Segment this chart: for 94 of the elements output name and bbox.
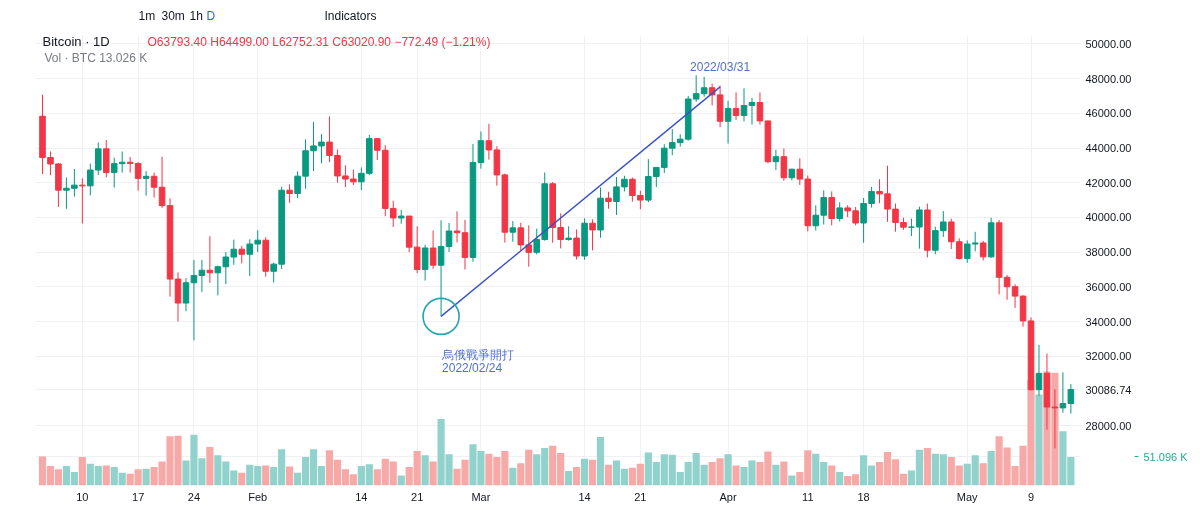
x-tick-label: 17 (132, 490, 145, 503)
y-tick-label: 40000.00 (1085, 211, 1132, 224)
candlestick (748, 97, 756, 126)
x-tick-label: 18 (857, 490, 870, 503)
candlestick (828, 190, 835, 226)
candlestick (724, 100, 732, 144)
candlestick (979, 240, 987, 261)
annotation: Vol · BTC 13.026 K (44, 50, 148, 65)
candlestick (852, 206, 859, 226)
candlestick (421, 244, 429, 282)
candlestick (174, 271, 182, 322)
candlestick (509, 220, 517, 243)
bar (286, 466, 294, 486)
candlestick (589, 218, 596, 251)
candlestick (573, 228, 580, 260)
candlestick (142, 170, 150, 197)
bar (238, 472, 246, 486)
y2-tick-label: 51.096 K (1143, 450, 1189, 463)
y-tick-label: 46000.00 (1085, 107, 1132, 120)
candlestick (206, 235, 214, 284)
y-tick-label: 44000.00 (1085, 142, 1132, 154)
bar (102, 465, 110, 486)
candlestick (732, 91, 740, 121)
bar (604, 464, 613, 486)
x-tick-label: Apr (719, 490, 737, 503)
y-tick-label: 48000.00 (1085, 72, 1132, 85)
candlestick (286, 183, 293, 204)
bar (78, 457, 86, 486)
bar (509, 467, 517, 486)
x-tick-label: 24 (187, 490, 201, 503)
x-tick-label: 11 (802, 490, 814, 503)
text: 30m (161, 9, 185, 23)
x-tick-label: May (956, 490, 979, 503)
bar (979, 463, 987, 486)
bar (262, 465, 270, 486)
y-tick-label: 30086.74 (1085, 383, 1132, 396)
bar (580, 458, 589, 486)
candlestick (374, 137, 381, 161)
candlestick (158, 156, 166, 209)
bar (142, 468, 150, 486)
bar (724, 454, 732, 486)
candlestick (836, 201, 843, 222)
candlestick (812, 204, 820, 231)
bar (429, 461, 437, 486)
candlestick (740, 87, 748, 122)
y-tick-label: 34000.00 (1085, 315, 1132, 328)
y-tick-label: 50000.00 (1085, 37, 1132, 50)
candlestick (820, 189, 828, 226)
x-tick-label: Feb (248, 490, 268, 503)
x-tick-label: 14 (578, 490, 591, 503)
candlestick (780, 148, 788, 182)
y-tick-label: 32000.00 (1085, 350, 1132, 363)
x-tick-label: 14 (355, 490, 368, 503)
text: 1m (138, 9, 156, 23)
bar (788, 475, 796, 486)
candlestick (198, 259, 206, 293)
annotation: 2022/03/31 (690, 59, 751, 74)
bar (828, 465, 836, 486)
bar (397, 475, 405, 486)
candlestick (150, 172, 158, 199)
y-tick-label: 36000.00 (1085, 280, 1132, 293)
bar (780, 461, 788, 486)
y-tick-label: 28000.00 (1085, 419, 1132, 432)
bar (1035, 394, 1043, 486)
chart-title: Bitcoin · 1D (42, 34, 110, 49)
bar (923, 448, 931, 486)
x-tick-label: 21 (634, 490, 647, 503)
y-tick-label: 42000.00 (1085, 176, 1132, 189)
candlestick (772, 149, 780, 171)
bar (836, 472, 844, 486)
candlestick (453, 210, 461, 243)
x-tick-label: 21 (411, 490, 424, 503)
text: Indicators (324, 9, 377, 23)
chart-subtitle: O63793.40 H64499.00 L62752.31 C63020.90 −772.49 (−1.21%) (147, 34, 491, 49)
candlestick (182, 277, 190, 312)
candlestick (429, 229, 437, 270)
bar (421, 455, 429, 486)
bar (565, 470, 573, 486)
x-tick-label: Mar (471, 490, 491, 503)
bar (588, 459, 597, 486)
x-tick-label: 10 (76, 490, 89, 503)
annotation: 烏俄戰爭開打 2022/02/24 (441, 348, 515, 376)
candlestick (700, 76, 708, 98)
candlestick (102, 139, 110, 178)
bar (206, 446, 214, 486)
text: 1h (189, 9, 203, 23)
bar (596, 436, 605, 486)
bar (987, 450, 995, 486)
bar (573, 467, 581, 486)
text: D (206, 9, 216, 23)
y-tick-label: 38000.00 (1085, 246, 1132, 259)
bar (732, 465, 740, 486)
x-tick-label: 9 (1027, 490, 1035, 503)
bar (772, 464, 780, 486)
